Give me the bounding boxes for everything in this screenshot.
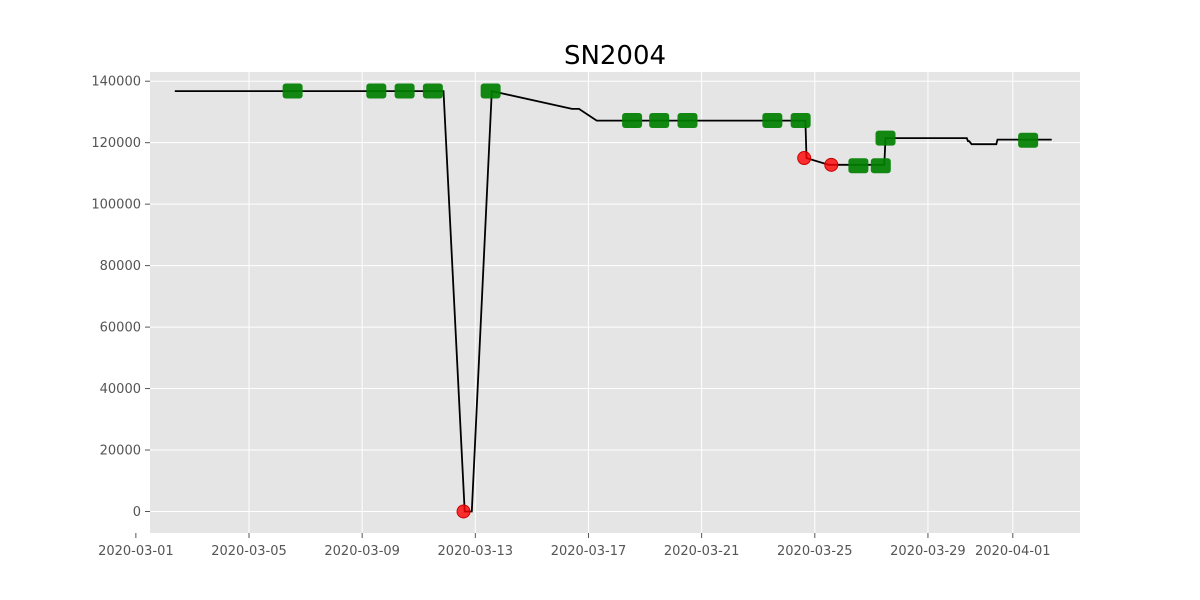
x-tick-label: 2020-03-05 [211, 544, 287, 559]
square-marker [649, 113, 670, 129]
square-marker [848, 158, 869, 174]
grid-lines [135, 72, 1080, 533]
y-tick-label: 20000 [100, 444, 141, 459]
y-tick-label: 140000 [91, 75, 141, 90]
square-marker [366, 83, 387, 99]
x-tick-label: 2020-03-17 [551, 544, 627, 559]
plot-area [150, 72, 1080, 533]
x-tick-label: 2020-03-01 [98, 544, 174, 559]
square-marker [394, 83, 415, 99]
axes: 2020-03-01 2020-03-05 2020-03-09 2020-03-13… [91, 75, 1050, 559]
y-tick-label: 60000 [100, 321, 141, 336]
square-marker [875, 130, 896, 146]
square-marker [790, 113, 811, 129]
circle-marker [797, 151, 812, 166]
square-marker [1018, 132, 1039, 148]
chart-title: SN2004 [564, 41, 666, 71]
x-tick-label: 2020-04-01 [975, 544, 1051, 559]
x-tick-label: 2020-03-09 [324, 544, 400, 559]
square-marker [870, 158, 891, 174]
y-tick-label: 40000 [100, 382, 141, 397]
square-marker [422, 83, 443, 99]
circle-marker [824, 157, 839, 172]
y-tick-label: 80000 [100, 259, 141, 274]
y-tick-label: 120000 [91, 136, 141, 151]
square-marker [762, 113, 783, 129]
square-marker [622, 113, 643, 129]
circle-marker [456, 504, 471, 519]
square-marker [677, 113, 698, 129]
x-tick-label: 2020-03-29 [890, 544, 966, 559]
square-marker [480, 83, 501, 99]
y-tick-label: 100000 [91, 198, 141, 213]
series-line [174, 89, 1052, 513]
series-layer [174, 83, 1052, 519]
x-tick-label: 2020-03-13 [438, 544, 514, 559]
square-marker [282, 83, 303, 99]
x-tick-label: 2020-03-21 [664, 544, 740, 559]
y-tick-label: 0 [133, 505, 141, 520]
x-tick-label: 2020-03-25 [777, 544, 853, 559]
